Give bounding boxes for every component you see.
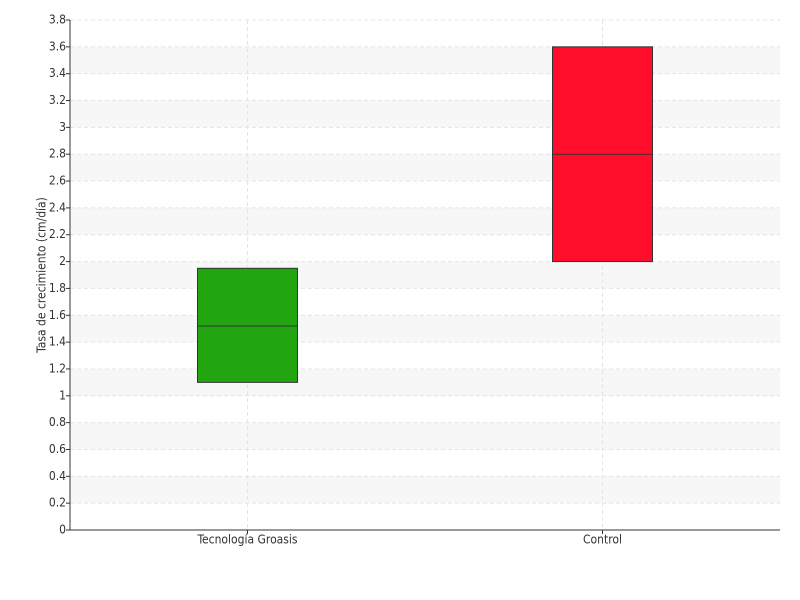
y-tick-label: 0.4 bbox=[49, 469, 66, 483]
y-tick-label: 1.8 bbox=[49, 281, 66, 295]
y-tick-label: 2.8 bbox=[49, 147, 66, 161]
y-tick-label: 3.4 bbox=[49, 66, 66, 80]
y-tick-label: 1.6 bbox=[49, 308, 66, 322]
x-tick-label: Tecnología Groasis bbox=[196, 533, 297, 547]
y-tick-label: 0.6 bbox=[49, 442, 66, 456]
y-tick-label: 0.2 bbox=[49, 496, 66, 510]
y-tick-label: 0 bbox=[59, 523, 66, 537]
grid-band bbox=[70, 476, 780, 504]
y-tick-label: 1.2 bbox=[49, 361, 66, 375]
grid-band bbox=[70, 422, 780, 450]
y-tick-label: 2.4 bbox=[49, 200, 66, 214]
y-tick-label: 3.8 bbox=[49, 13, 66, 27]
grid-band bbox=[70, 261, 780, 289]
grid-band bbox=[70, 46, 780, 74]
y-axis-label: Tasa de crecimiento (cm/día) bbox=[35, 197, 49, 354]
y-tick-label: 3 bbox=[59, 120, 66, 134]
y-tick-label: 2.6 bbox=[49, 174, 66, 188]
x-tick-label: Control bbox=[583, 533, 622, 547]
grid-band bbox=[70, 368, 780, 396]
y-tick-label: 0.8 bbox=[49, 415, 66, 429]
y-tick-label: 3.2 bbox=[49, 93, 66, 107]
grid-band bbox=[70, 100, 780, 128]
box bbox=[197, 267, 298, 383]
y-tick-label: 1 bbox=[59, 388, 66, 402]
grid-band bbox=[70, 315, 780, 343]
y-tick-label: 2 bbox=[59, 254, 66, 268]
y-tick-label: 1.4 bbox=[49, 335, 66, 349]
grid-band bbox=[70, 207, 780, 235]
grid-band bbox=[70, 154, 780, 182]
y-tick-label: 3.6 bbox=[49, 39, 66, 53]
y-tick-label: 2.2 bbox=[49, 227, 66, 241]
